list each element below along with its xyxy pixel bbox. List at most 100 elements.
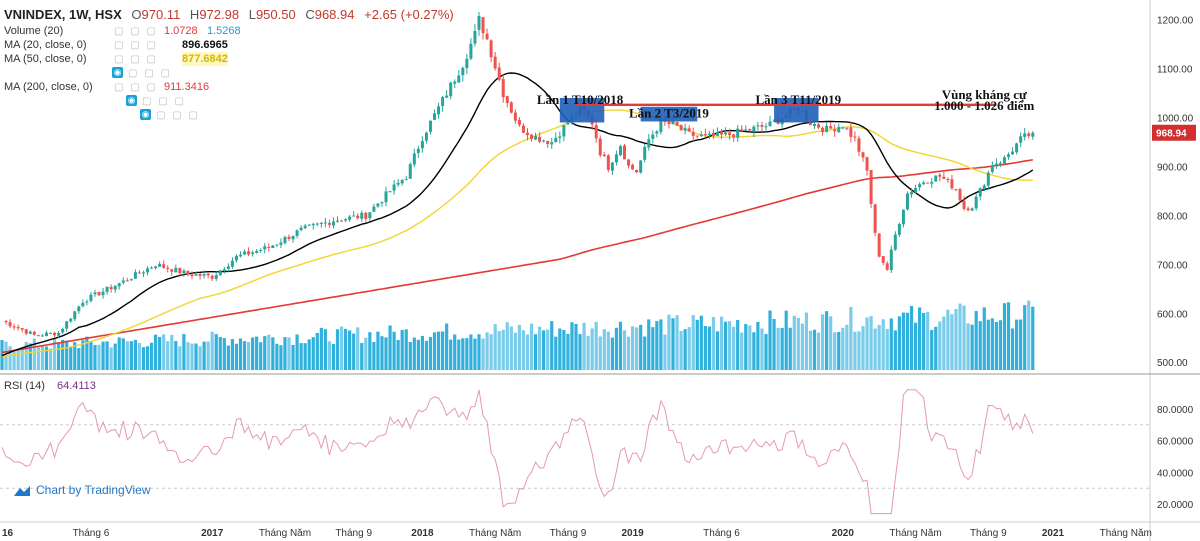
candle-body [631,164,635,170]
volume-bar [966,323,970,370]
candle-body [1023,133,1027,137]
volume-bar [356,327,360,370]
candle-body [930,182,934,184]
volume-bar [113,343,117,370]
candle-body [20,328,24,330]
volume-bar [521,330,526,370]
candle-body [861,152,865,158]
candle-body [202,274,206,276]
candle-body [849,127,853,137]
eye-icon[interactable]: ◉ [140,109,151,120]
volume-bar [885,328,889,370]
volume-bar [582,322,586,370]
high-value: 972.98 [199,7,240,22]
candle-body [538,136,542,142]
candle-body [910,192,914,195]
candle-body [671,121,675,125]
ma200-legend[interactable]: MA (200, close, 0) ▢ ▢ ▢ 911.3416 [4,80,454,94]
candle-body [283,237,287,244]
tradingview-brand[interactable]: Chart by TradingView [14,483,151,497]
hidden-indicator-row: ◉ ▢ ▢ ▢ [4,94,454,108]
volume-legend[interactable]: Volume (20) ▢ ▢ ▢ 1.0728 1.5268 [4,24,454,38]
volume-bar [792,315,796,370]
time-tick-label: Tháng 9 [970,528,1007,539]
candle-body [267,246,271,248]
candle-body [8,322,12,327]
candle-body [396,182,400,185]
volume-bar [441,331,445,370]
volume-bar [77,348,81,370]
candle-body [970,208,974,211]
chart-annotation: 1.000 - 1.026 điểm [934,98,1034,113]
candle-body [873,204,877,233]
candle-body [736,128,740,138]
volume-bar [853,331,857,370]
candle-body [105,286,109,292]
candle-body [651,134,655,139]
legend-icons: ▢ ▢ ▢ [128,68,172,79]
rsi-legend[interactable]: RSI (14) 64.4113 [4,380,96,392]
candle-body [380,202,384,204]
volume-bar [364,337,368,370]
volume-bar [740,332,744,370]
volume-bar [97,344,101,370]
volume-bar [825,311,829,370]
volume-bar [497,331,501,370]
ma20-legend[interactable]: MA (20, close, 0) ▢ ▢ ▢ 896.6965 [4,38,454,52]
candle-body [449,82,453,97]
eye-icon[interactable]: ◉ [126,95,137,106]
symbol-row: VNINDEX, 1W, HSX O970.11 H972.98 L950.50… [4,6,454,24]
volume-bar [618,321,623,370]
candle-body [497,67,501,80]
candle-body [687,128,691,132]
volume-bar [20,349,24,370]
volume-bar [998,320,1003,370]
volume-bar [485,332,489,370]
candle-body [453,81,457,84]
volume-bar [291,344,295,370]
candle-body [679,125,683,131]
symbol-title[interactable]: VNINDEX, 1W, HSX [4,7,122,22]
volume-bar [857,331,861,370]
candle-body [530,134,534,139]
candle-body [833,129,837,132]
volume-bar [804,312,809,370]
rsi-tick-label: 60.0000 [1157,437,1194,448]
candle-body [344,219,348,221]
ma50-legend[interactable]: MA (50, close, 0) ▢ ▢ ▢ 877.6842 [4,52,454,66]
volume-bar [816,332,821,370]
volume-bar [149,342,154,370]
candle-body [918,184,922,188]
volume-bar [445,323,449,370]
candle-body [28,331,32,334]
volume-bar [626,336,631,370]
candle-body [259,250,263,252]
close-label: C [305,7,315,22]
candle-body [412,153,416,165]
candle-body [982,185,986,189]
volume-bar [590,328,594,370]
volume-bar [271,337,275,370]
candle-body [812,124,816,126]
candle-body [24,329,28,334]
rsi-tick-label: 40.0000 [1157,468,1194,479]
volume-bar [404,329,408,370]
brand-text: Chart by TradingView [36,483,151,497]
candle-body [384,191,388,203]
volume-bar [133,339,137,370]
candle-body [942,176,946,179]
price-tick-label: 600.00 [1157,309,1188,320]
candle-body [505,96,509,103]
candle-body [287,236,291,239]
candle-body [69,318,73,322]
eye-icon[interactable]: ◉ [112,67,123,78]
candle-body [635,170,639,173]
candle-body [319,223,323,225]
candle-body [125,280,129,282]
candle-body [206,273,210,276]
candle-body [1002,157,1006,164]
candle-body [477,16,481,30]
volume-bar [158,336,162,370]
